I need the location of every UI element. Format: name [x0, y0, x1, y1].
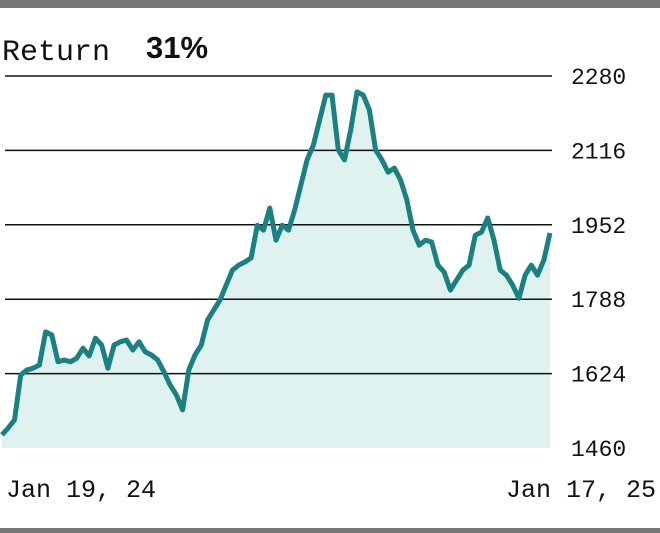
top-bar	[0, 0, 660, 8]
y-tick-label: 1460	[571, 437, 626, 463]
chart-title: Return	[2, 36, 110, 70]
area	[2, 91, 550, 449]
line	[0, 89, 553, 437]
chart-subtitle: 31%	[146, 30, 208, 65]
y-tick-label: 2280	[571, 65, 626, 91]
y-tick-label: 1952	[571, 214, 626, 240]
y-tick-label: 1624	[571, 363, 626, 389]
bottom-bar	[0, 528, 660, 533]
y-tick-label: 1788	[571, 288, 626, 314]
x-tick-label: Jan 17, 25	[506, 476, 656, 505]
y-tick-label: 2116	[571, 139, 626, 165]
x-tick-label: Jan 19, 24	[6, 476, 156, 505]
